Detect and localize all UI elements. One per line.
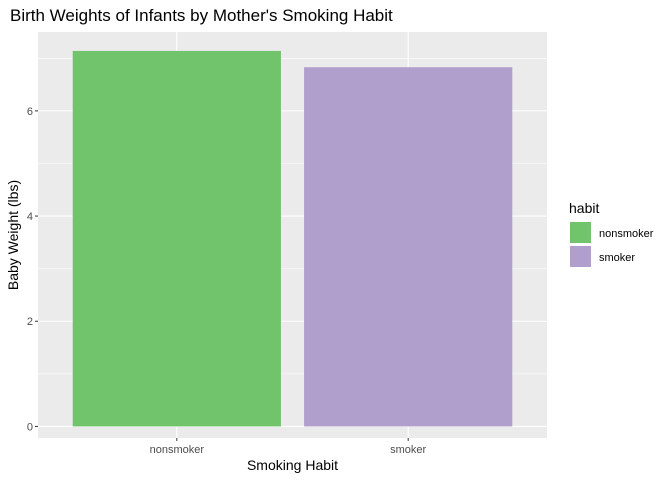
legend-label: nonsmoker xyxy=(599,228,654,240)
x-axis-title: Smoking Habit xyxy=(247,457,338,473)
y-axis-ticks: 0 2 4 6 xyxy=(27,106,38,433)
x-axis-ticks: nonsmoker smoker xyxy=(150,438,427,456)
legend-entries: nonsmoker smoker xyxy=(570,222,654,267)
y-tick-label: 2 xyxy=(27,316,33,328)
legend-title: habit xyxy=(569,200,599,216)
y-tick-label: 0 xyxy=(27,421,33,433)
y-axis-title: Baby Weight (lbs) xyxy=(5,180,21,290)
legend: habit nonsmoker smoker xyxy=(569,200,654,267)
bar-nonsmoker xyxy=(72,50,281,427)
x-tick-label: nonsmoker xyxy=(150,444,205,456)
y-tick-label: 4 xyxy=(27,211,33,223)
chart-title: Birth Weights of Infants by Mother's Smo… xyxy=(10,6,393,25)
legend-label: smoker xyxy=(599,252,635,264)
x-tick-label: smoker xyxy=(390,444,426,456)
y-tick-label: 6 xyxy=(27,106,33,118)
bars xyxy=(72,50,513,427)
bar-smoker xyxy=(304,67,513,427)
legend-key-smoker xyxy=(570,246,591,267)
legend-key-nonsmoker xyxy=(570,222,591,243)
